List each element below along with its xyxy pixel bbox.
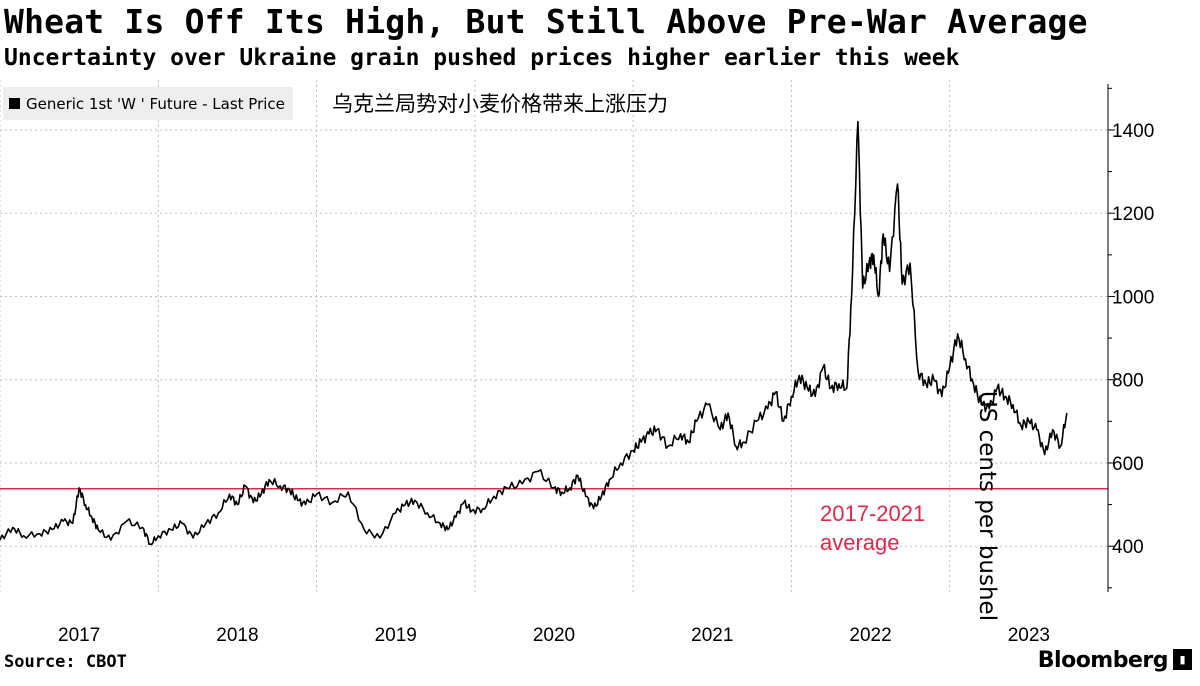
- y-axis-label: US cents per bushel: [974, 326, 1000, 686]
- y-axis-label-text: US cents per bushel: [974, 390, 1000, 622]
- price-series-line: [0, 120, 1068, 546]
- bloomberg-terminal-icon: ▮: [1173, 649, 1192, 670]
- y-tick-label: 800: [1112, 371, 1144, 392]
- legend: Generic 1st 'W ' Future - Last Price: [3, 87, 293, 120]
- y-axis-ticks: 400 600 800 1000 1200 1400: [1108, 87, 1154, 589]
- x-tick-label: 2020: [533, 625, 575, 646]
- legend-note: 乌克兰局势对小麦价格带来上涨压力: [332, 92, 668, 116]
- x-tick-label: 2018: [216, 625, 258, 646]
- y-tick-label: 600: [1112, 454, 1144, 475]
- x-tick-label: 2022: [849, 625, 891, 646]
- x-tick-label: 2023: [1008, 625, 1050, 646]
- average-label-line2: average: [820, 530, 900, 555]
- x-tick-label: 2019: [375, 625, 417, 646]
- brand-logo: Bloomberg: [1037, 648, 1169, 673]
- source-note: Source: CBOT: [4, 652, 127, 672]
- x-tick-label: 2021: [691, 625, 733, 646]
- x-tick-label: 2017: [58, 625, 100, 646]
- gridlines: [0, 80, 1108, 592]
- average-label-line1: 2017-2021: [820, 501, 925, 526]
- chart-subtitle: Uncertainty over Ukraine grain pushed pr…: [4, 45, 960, 71]
- legend-series-label: Generic 1st 'W ' Future - Last Price: [26, 94, 285, 113]
- x-axis-ticks: 2017 2018 2019 2020 2021 2022 2023: [58, 625, 1050, 646]
- y-tick-label: 400: [1112, 537, 1144, 558]
- y-tick-label: 1200: [1112, 204, 1154, 225]
- legend-swatch: [9, 98, 20, 109]
- chart-title: Wheat Is Off Its High, But Still Above P…: [4, 2, 1088, 41]
- y-tick-label: 1400: [1112, 121, 1154, 142]
- y-tick-label: 1000: [1112, 287, 1154, 308]
